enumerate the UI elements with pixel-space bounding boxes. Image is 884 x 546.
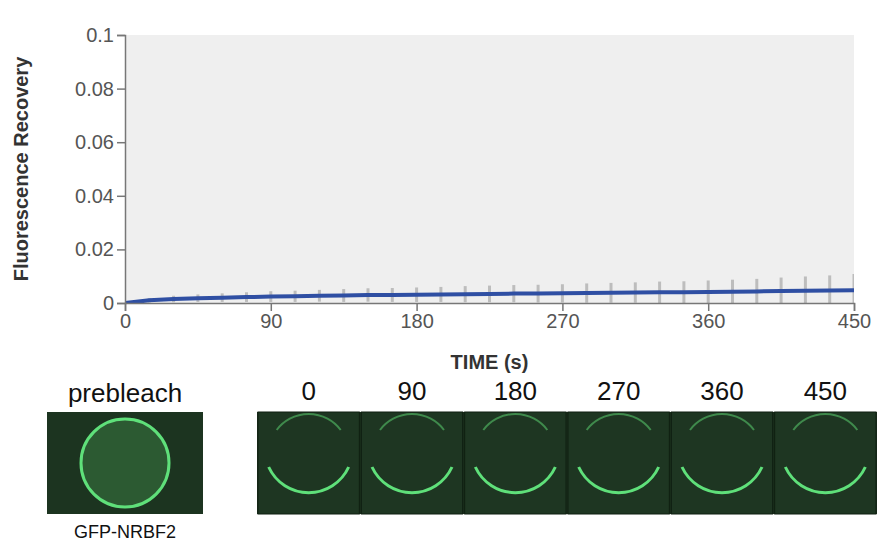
image-frame: [671, 412, 772, 514]
tick: 450: [838, 303, 871, 332]
image-frame: [361, 412, 462, 514]
tick-mark: [117, 249, 125, 251]
tick-label: 0.06: [75, 131, 114, 153]
axis-line: [126, 304, 855, 312]
image-arc: [372, 467, 452, 493]
tick-label: 0.04: [75, 185, 114, 207]
tick-label: 0.02: [75, 238, 114, 260]
tick-label: 0.1: [86, 24, 114, 46]
image-arc: [690, 414, 754, 430]
image-frame: [258, 412, 359, 514]
tick-mark: [117, 303, 125, 305]
tick-mark: [117, 88, 125, 90]
image-time-label: 0: [301, 376, 315, 406]
tick-label: 90: [260, 310, 282, 332]
image-arc: [475, 467, 555, 493]
tick-mark: [117, 35, 125, 37]
image-time-label: 270: [597, 376, 640, 406]
image-time-label: 450: [804, 376, 847, 406]
y-axis-title: Fluorescence Recovery: [10, 56, 32, 281]
image-time-label: 180: [494, 376, 537, 406]
image-frame: [257, 412, 877, 514]
marks: [125, 274, 854, 303]
tick-label: 0: [120, 310, 131, 332]
prebleach-image: [47, 412, 203, 514]
image-arc: [269, 467, 349, 493]
image-label: prebleach: [68, 378, 182, 408]
tick-label: 270: [546, 310, 579, 332]
tick: 270: [546, 303, 579, 332]
tick-label: 0.08: [75, 78, 114, 100]
image-ring: [81, 419, 169, 507]
image-frame: [568, 412, 669, 514]
tick-mark: [117, 142, 125, 144]
tick: 0.1: [86, 24, 125, 46]
image-arc: [483, 414, 547, 430]
tick-label: 450: [838, 310, 871, 332]
x-axis: 0 90 180 270 360 450: [120, 303, 871, 332]
image-arc: [682, 467, 762, 493]
image-arc: [785, 467, 865, 493]
image-time-label: 360: [700, 376, 743, 406]
image-arc: [587, 414, 651, 430]
image-caption: GFP-NRBF2: [74, 522, 176, 542]
image-arc: [579, 467, 659, 493]
y-axis: 0 0.02 0.04 0.06 0.08 0.1: [75, 24, 125, 314]
tick: 360: [692, 303, 725, 332]
image-arc: [277, 414, 341, 430]
timelapse-strip: [257, 412, 877, 514]
image-time-label: 90: [398, 376, 427, 406]
data-line: [125, 290, 854, 303]
tick-label: 180: [400, 310, 433, 332]
x-axis-title: TIME (s): [451, 351, 529, 373]
chart: 0 0.02 0.04 0.06 0.08 0.1 0 90 180 270 360 450 Fluor…: [0, 0, 884, 546]
axis-line: [117, 36, 126, 304]
image-arc: [793, 414, 857, 430]
image-frame: [775, 412, 876, 514]
tick: 0.08: [75, 78, 125, 100]
tick: 0.06: [75, 131, 125, 153]
tick: 0.02: [75, 238, 125, 260]
plot: 0 0.02 0.04 0.06 0.08 0.1 0 90 180 270 360 450: [75, 24, 871, 332]
image-frame: [465, 412, 566, 514]
plot-background: [125, 35, 854, 303]
tick: 90: [260, 303, 282, 332]
tick: 180: [400, 303, 433, 332]
image-frame: [47, 412, 203, 514]
tick-mark: [117, 196, 125, 198]
image-arc: [380, 414, 444, 430]
tick: 0: [120, 303, 131, 332]
tick-label: 360: [692, 310, 725, 332]
tick: 0.04: [75, 185, 125, 207]
tick-label: 0: [103, 292, 114, 314]
